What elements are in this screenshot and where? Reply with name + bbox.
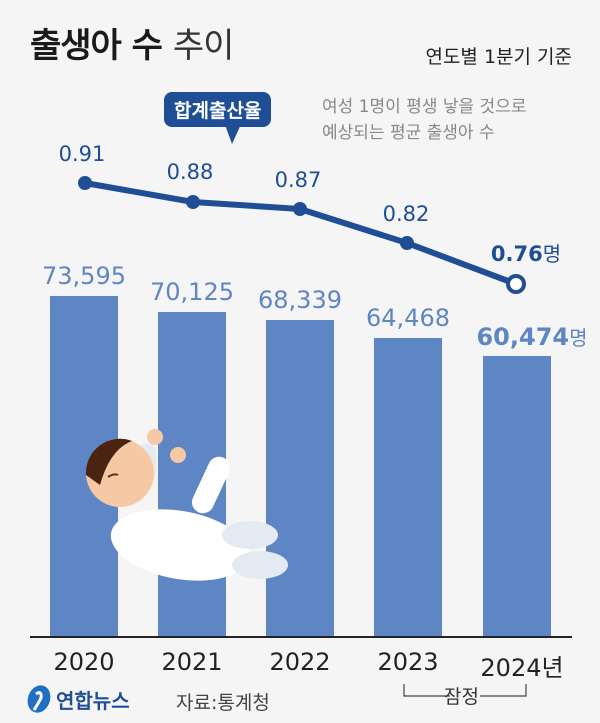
preliminary-label: 잠정 <box>444 686 479 708</box>
year-2021: 2021 <box>161 648 223 676</box>
title-bold: 출생아 수 <box>30 26 163 66</box>
rate-label-2023: 0.82 <box>382 202 430 226</box>
year-2020: 2020 <box>53 648 115 676</box>
callout-tail <box>224 122 242 144</box>
year-2023: 2023 <box>377 648 439 676</box>
yonhap-logo: 연합뉴스 <box>26 684 130 714</box>
bar-2024 <box>483 356 551 636</box>
bar-2022 <box>266 320 334 636</box>
bar-label-2023: 64,468 <box>366 304 450 332</box>
year-2024: 2024년 <box>480 654 564 682</box>
bar-label-2021: 70,125 <box>150 278 234 306</box>
title-light: 추이 <box>172 26 235 66</box>
bar-label-2024: 60,474명 <box>476 323 588 351</box>
yonhap-logo-icon <box>27 685 51 713</box>
rate-label-2021: 0.88 <box>166 160 214 184</box>
chart-title: 출생아 수 추이 <box>30 18 235 67</box>
baby-illustration <box>85 429 288 581</box>
basis-note: 연도별 1분기 기준 <box>425 46 572 68</box>
line-legend-callout: 합계출산율 <box>164 92 272 127</box>
source-note: 자료:통계청 <box>176 692 270 714</box>
rate-label-2022: 0.87 <box>274 168 322 192</box>
legend-description: 여성 1명이 평생 낳을 것으로 예상되는 평균 출생아 수 <box>322 97 527 143</box>
bar-label-2022: 68,339 <box>258 286 342 314</box>
bar-label-2020: 73,595 <box>42 262 126 290</box>
year-2022: 2022 <box>269 648 331 676</box>
rate-label-2024: 0.76명 <box>490 242 562 266</box>
rate-label-2020: 0.91 <box>58 142 106 166</box>
x-axis <box>30 636 572 638</box>
preliminary-bracket <box>403 684 527 697</box>
bar-2023 <box>374 338 442 636</box>
